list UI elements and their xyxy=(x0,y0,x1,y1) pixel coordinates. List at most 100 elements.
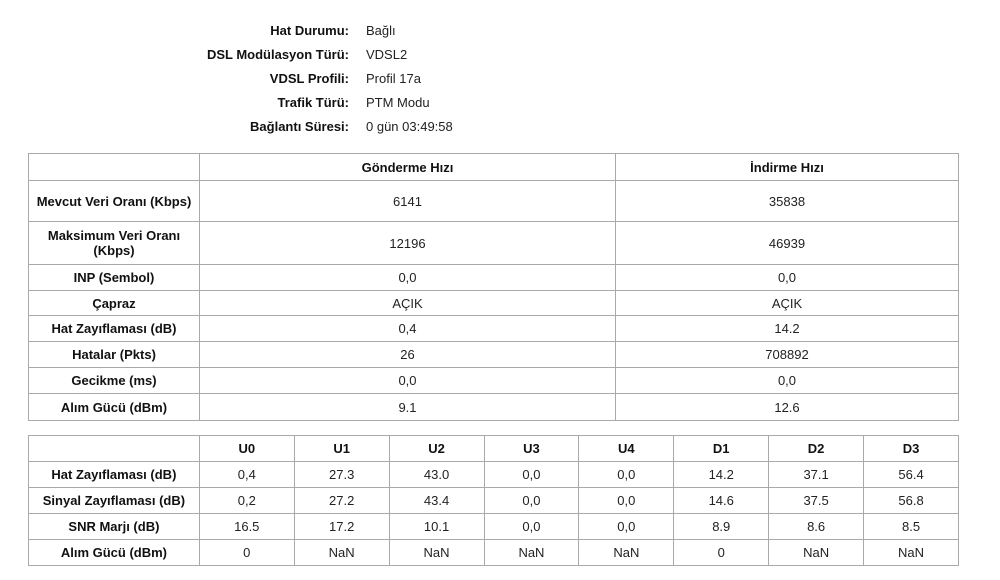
column-header: U3 xyxy=(483,435,580,462)
info-label: VDSL Profili: xyxy=(269,71,349,86)
info-row: VDSL Profili: Profil 17a xyxy=(0,67,453,91)
band-value: 0,2 xyxy=(198,487,295,514)
download-value: 0,0 xyxy=(615,264,959,291)
band-value: 56.4 xyxy=(863,461,959,488)
row-label: Çapraz xyxy=(28,290,200,316)
upload-value: 6141 xyxy=(199,180,616,222)
download-value: 12.6 xyxy=(615,393,959,421)
band-value: 27.3 xyxy=(293,461,390,488)
info-label: Hat Durumu: xyxy=(270,23,349,38)
band-value: 0,0 xyxy=(578,461,675,488)
column-header: D2 xyxy=(768,435,865,462)
table-row: Hatalar (Pkts) 26 708892 xyxy=(28,341,959,368)
upload-value: 0,0 xyxy=(199,367,616,394)
band-value: 0,0 xyxy=(578,513,675,540)
download-value: AÇIK xyxy=(615,290,959,316)
table-row: Hat Zayıflaması (dB) 0,4 27.3 43.0 0,0 0,0 14.… xyxy=(28,461,959,488)
band-value: 56.8 xyxy=(863,487,959,514)
table-row: Sinyal Zayıflaması (dB) 0,2 27.2 43.4 0,0 0,0… xyxy=(28,487,959,514)
info-value: VDSL2 xyxy=(366,47,408,62)
column-header: U2 xyxy=(388,435,485,462)
band-value: NaN xyxy=(863,539,959,566)
download-value: 46939 xyxy=(615,221,959,265)
column-header: U1 xyxy=(293,435,390,462)
band-value: NaN xyxy=(388,539,485,566)
band-value: 14.2 xyxy=(673,461,770,488)
table-row: Mevcut Veri Oranı (Kbps) 6141 35838 xyxy=(28,180,959,222)
band-value: 10.1 xyxy=(388,513,485,540)
band-value: 27.2 xyxy=(293,487,390,514)
table-row: Alım Gücü (dBm) 0 NaN NaN NaN NaN 0 NaN NaN xyxy=(28,539,959,566)
info-value: PTM Modu xyxy=(366,95,430,110)
band-value: NaN xyxy=(483,539,580,566)
row-label: Sinyal Zayıflaması (dB) xyxy=(28,487,200,514)
row-label: Alım Gücü (dBm) xyxy=(28,539,200,566)
upload-value: 0,0 xyxy=(199,264,616,291)
download-value: 0,0 xyxy=(615,367,959,394)
info-row: DSL Modülasyon Türü: VDSL2 xyxy=(0,43,453,67)
row-label: Gecikme (ms) xyxy=(28,367,200,394)
row-label: Hat Zayıflaması (dB) xyxy=(28,315,200,342)
info-value: Profil 17a xyxy=(366,71,421,86)
table-row: INP (Sembol) 0,0 0,0 xyxy=(28,264,959,291)
table-row: Hat Zayıflaması (dB) 0,4 14.2 xyxy=(28,315,959,342)
upload-value: 26 xyxy=(199,341,616,368)
band-value: NaN xyxy=(578,539,675,566)
row-label: Maksimum Veri Oranı (Kbps) xyxy=(28,221,200,265)
band-value: 37.1 xyxy=(768,461,865,488)
band-value: 0 xyxy=(198,539,295,566)
band-value: 0,0 xyxy=(578,487,675,514)
download-value: 708892 xyxy=(615,341,959,368)
upload-value: 9.1 xyxy=(199,393,616,421)
band-value: 17.2 xyxy=(293,513,390,540)
row-label: Mevcut Veri Oranı (Kbps) xyxy=(28,180,200,222)
row-label: Alım Gücü (dBm) xyxy=(28,393,200,421)
band-value: 37.5 xyxy=(768,487,865,514)
column-header: Gönderme Hızı xyxy=(199,153,616,181)
table-row: Çapraz AÇIK AÇIK xyxy=(28,290,959,316)
table-row: Alım Gücü (dBm) 9.1 12.6 xyxy=(28,393,959,421)
band-value: 0 xyxy=(673,539,770,566)
upload-value: 12196 xyxy=(199,221,616,265)
column-header xyxy=(28,153,200,181)
upload-value: 0,4 xyxy=(199,315,616,342)
info-row: Bağlantı Süresi: 0 gün 03:49:58 xyxy=(0,115,453,139)
info-value: 0 gün 03:49:58 xyxy=(366,119,453,134)
row-label: SNR Marjı (dB) xyxy=(28,513,200,540)
line-status-info: Hat Durumu: Bağlı DSL Modülasyon Türü: VDSL… xyxy=(0,19,453,139)
band-value: 43.4 xyxy=(388,487,485,514)
band-value: 0,0 xyxy=(483,461,580,488)
info-label: DSL Modülasyon Türü: xyxy=(206,47,349,62)
download-value: 14.2 xyxy=(615,315,959,342)
info-label: Trafik Türü: xyxy=(277,95,349,110)
band-value: 8.5 xyxy=(863,513,959,540)
info-value: Bağlı xyxy=(366,23,396,38)
column-header: U4 xyxy=(578,435,675,462)
column-header: D1 xyxy=(673,435,770,462)
upload-value: AÇIK xyxy=(199,290,616,316)
table-row: Maksimum Veri Oranı (Kbps) 12196 46939 xyxy=(28,221,959,265)
band-value: NaN xyxy=(293,539,390,566)
row-label: Hatalar (Pkts) xyxy=(28,341,200,368)
info-label: Bağlantı Süresi: xyxy=(250,119,349,134)
column-header: İndirme Hızı xyxy=(615,153,959,181)
download-value: 35838 xyxy=(615,180,959,222)
row-label: Hat Zayıflaması (dB) xyxy=(28,461,200,488)
column-header: D3 xyxy=(863,435,959,462)
band-value: 16.5 xyxy=(198,513,295,540)
column-header: U0 xyxy=(198,435,295,462)
column-header xyxy=(28,435,200,462)
band-value: NaN xyxy=(768,539,865,566)
band-value: 0,0 xyxy=(483,487,580,514)
band-value: 14.6 xyxy=(673,487,770,514)
rate-table: Gönderme Hızı İndirme Hızı Mevcut Veri Or… xyxy=(28,153,959,421)
band-value: 8.6 xyxy=(768,513,865,540)
info-row: Hat Durumu: Bağlı xyxy=(0,19,453,43)
band-table: U0 U1 U2 U3 U4 D1 D2 D3 Hat Zayıflaması (dB) 0,4… xyxy=(28,435,959,566)
band-value: 0,4 xyxy=(198,461,295,488)
table-row: Gecikme (ms) 0,0 0,0 xyxy=(28,367,959,394)
info-row: Trafik Türü: PTM Modu xyxy=(0,91,453,115)
table-row: SNR Marjı (dB) 16.5 17.2 10.1 0,0 0,0 8.9 8.6 8.… xyxy=(28,513,959,540)
row-label: INP (Sembol) xyxy=(28,264,200,291)
band-value: 8.9 xyxy=(673,513,770,540)
